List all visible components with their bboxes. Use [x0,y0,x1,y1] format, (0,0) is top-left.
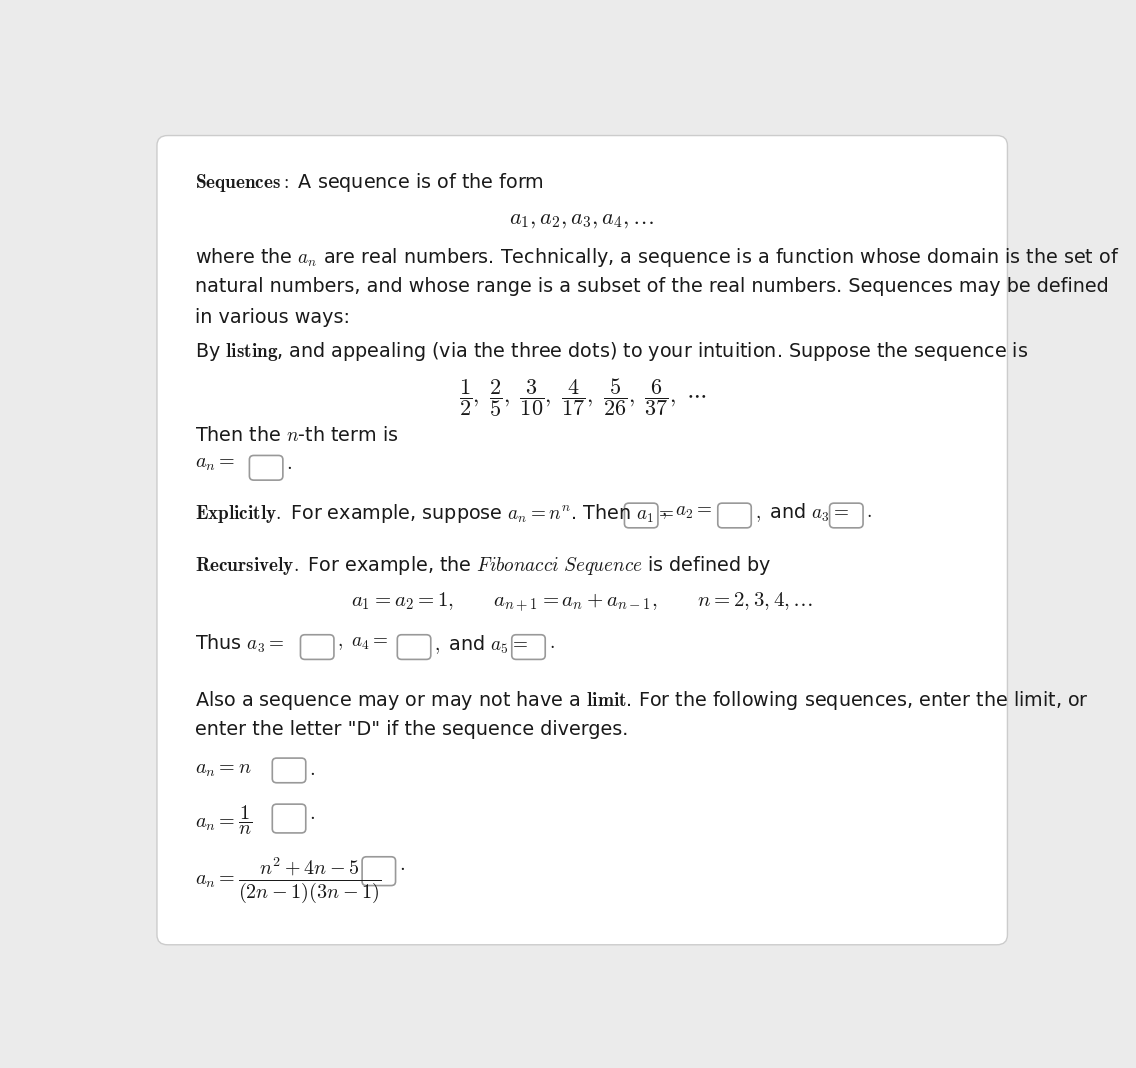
Text: $.$: $.$ [549,633,554,653]
FancyBboxPatch shape [300,634,334,659]
Text: $.$: $.$ [309,759,320,779]
Text: $a_1 = a_2 = 1, \qquad a_{n+1} = a_n + a_{n-1}, \qquad n = 2, 3, 4, \ldots$: $a_1 = a_2 = 1, \qquad a_{n+1} = a_n + a… [351,591,813,614]
FancyBboxPatch shape [398,634,431,659]
Text: $,\ a_2 =$: $,\ a_2 =$ [661,502,713,520]
Text: $,$ and $a_5 =$: $,$ and $a_5 =$ [434,633,528,656]
Text: $,\ a_4 =$: $,\ a_4 =$ [337,633,389,653]
FancyBboxPatch shape [511,634,545,659]
FancyBboxPatch shape [157,136,1008,945]
Text: where the $a_n$ are real numbers. Technically, a sequence is a function whose do: where the $a_n$ are real numbers. Techni… [195,246,1119,269]
Text: $a_n = n$: $a_n = n$ [195,759,251,779]
FancyBboxPatch shape [273,804,306,833]
Text: in various ways:: in various ways: [195,309,350,327]
Text: $\dfrac{1}{2},\ \dfrac{2}{5},\ \dfrac{3}{10},\ \dfrac{4}{17},\ \dfrac{5}{26},\ \: $\dfrac{1}{2},\ \dfrac{2}{5},\ \dfrac{3}… [459,377,705,420]
Text: Then the $n$-th term is: Then the $n$-th term is [195,426,399,445]
FancyBboxPatch shape [250,455,283,481]
Text: $a_n = \dfrac{n^2+4n-5}{(2n-1)(3n-1)}$: $a_n = \dfrac{n^2+4n-5}{(2n-1)(3n-1)}$ [195,855,381,905]
Text: $.$: $.$ [285,454,296,473]
Text: $.$: $.$ [399,855,406,874]
Text: enter the letter "D" if the sequence diverges.: enter the letter "D" if the sequence div… [195,720,628,739]
Text: $\bf{Recursively.}$ For example, the $\mathit{Fibonacci\ Sequence}$ is defined b: $\bf{Recursively.}$ For example, the $\m… [195,554,771,577]
Text: Also a sequence may or may not have a $\bf{limit}$. For the following sequences,: Also a sequence may or may not have a $\… [195,689,1088,712]
Text: $a_1, a_2, a_3, a_4, \ldots$: $a_1, a_2, a_3, a_4, \ldots$ [509,210,655,231]
Text: $.$: $.$ [309,804,320,823]
Text: $\bf{Explicitly.}$ For example, suppose $a_n = n^n$. Then $a_1 =$: $\bf{Explicitly.}$ For example, suppose … [195,502,674,524]
FancyBboxPatch shape [625,503,658,528]
FancyBboxPatch shape [718,503,751,528]
Text: By $\bf{listing}$, and appealing (via the three dots) to your intuition. Suppose: By $\bf{listing}$, and appealing (via th… [195,341,1028,363]
Text: $a_n =$: $a_n =$ [195,454,235,473]
Text: $\bf{Sequences:}$ A sequence is of the form: $\bf{Sequences:}$ A sequence is of the f… [195,171,544,194]
Text: $,$ and $a_3 =$: $,$ and $a_3 =$ [754,502,849,524]
Text: $.$: $.$ [866,502,871,520]
FancyBboxPatch shape [273,758,306,783]
Text: Thus $a_3 =$: Thus $a_3 =$ [195,633,284,656]
Text: natural numbers, and whose range is a subset of the real numbers. Sequences may : natural numbers, and whose range is a su… [195,277,1109,296]
Text: $a_n = \dfrac{1}{n}$: $a_n = \dfrac{1}{n}$ [195,804,252,837]
FancyBboxPatch shape [829,503,863,528]
FancyBboxPatch shape [362,857,395,885]
